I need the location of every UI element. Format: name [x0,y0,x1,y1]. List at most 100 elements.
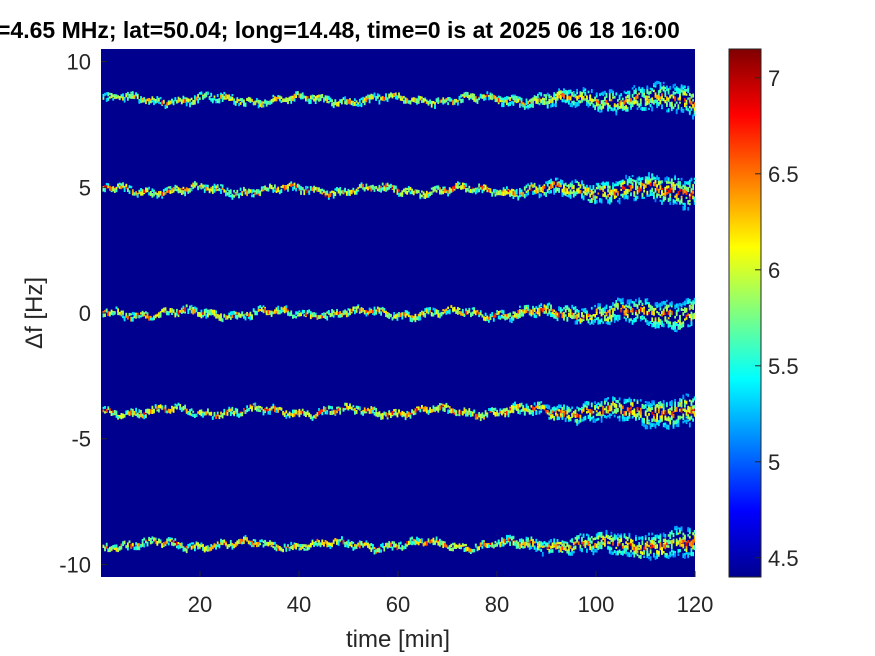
trace-cell [117,416,119,419]
trace-cell [581,308,583,311]
trace-cell [229,189,232,195]
trace-cell [357,104,360,107]
trace-cell [257,544,260,547]
trace-cell [630,299,632,304]
trace-cell [535,186,538,190]
trace-cell [687,85,690,89]
trace-cell [670,105,673,108]
trace-cell [684,300,686,304]
trace-cell [391,317,394,321]
trace-cell [628,101,631,105]
trace-cell [646,419,649,424]
trace-cell [357,189,360,192]
trace-cell [412,540,415,545]
trace-cell [667,185,670,189]
trace-cell [561,543,564,547]
trace-cell [300,93,302,98]
trace-cell [615,546,618,549]
trace-cell [636,306,639,309]
trace-cell [618,534,621,538]
trace-band [102,393,695,430]
trace-cell [210,412,213,416]
trace-cell [375,186,378,189]
trace-cell [154,314,157,317]
trace-cell [680,89,683,93]
trace-cell [385,543,387,548]
trace-cell [623,411,626,416]
trace-cell [151,405,154,409]
trace-cell [597,317,600,321]
trace-cell [292,412,294,418]
trace-cell [625,551,627,555]
trace-cell [416,536,418,541]
trace-cell [648,419,650,422]
trace-cell [607,402,609,406]
trace-cell [125,315,128,318]
trace-cell [381,543,384,549]
trace-cell [344,402,346,406]
trace-cell [519,103,521,108]
trace-cell [569,546,572,549]
trace-cell [455,412,458,417]
trace-cell [249,407,252,410]
trace-cell [527,106,529,110]
trace-cell [612,397,614,402]
trace-cell [576,102,578,107]
trace-cell [339,99,342,104]
trace-cell [251,189,253,194]
trace-cell [659,416,662,421]
trace-cell [282,307,284,310]
trace-cell [618,101,621,106]
trace-cell [594,418,596,423]
trace-cell [127,542,129,548]
trace-cell [425,406,428,411]
trace-cell [574,419,577,423]
trace-cell [305,548,307,551]
trace-cell [463,544,466,547]
trace-cell [621,544,624,549]
trace-cell [221,412,224,416]
trace-cell [667,97,670,101]
trace-cell [602,310,605,316]
trace-cell [685,105,688,109]
trace-cell [581,193,583,198]
trace-cell [457,185,459,189]
trace-cell [398,312,400,316]
trace-cell [239,192,242,196]
trace-cell [254,539,257,544]
trace-cell [633,179,636,183]
trace-cell [586,102,588,106]
trace-cell [412,190,415,194]
trace-cell [439,541,441,547]
trace-cell [161,405,164,410]
trace-cell [247,540,250,545]
trace-cell [285,547,288,552]
trace-cell [184,98,186,103]
trace-cell [669,321,672,325]
trace-cell [211,545,214,550]
trace-cell [574,536,577,540]
trace-cell [113,410,116,415]
trace-cell [435,189,438,193]
trace-cell [135,407,137,413]
trace-cell [143,412,146,415]
trace-cell [409,187,412,191]
trace-cell [442,100,445,105]
trace-cell [267,542,270,547]
trace-cell [421,194,423,198]
trace-cell [174,543,177,546]
trace-cell [120,543,123,546]
trace-cell [605,95,608,98]
trace-cell [639,415,642,418]
trace-cell [682,421,685,424]
trace-cell [654,188,657,193]
trace-cell [357,405,360,409]
trace-cell [626,188,629,193]
trace-cell [626,180,629,186]
trace-cell [295,315,297,319]
trace-cell [148,192,150,196]
trace-cell [226,544,229,549]
trace-cell [545,404,547,408]
trace-cell [159,96,162,100]
trace-cell [448,190,451,195]
